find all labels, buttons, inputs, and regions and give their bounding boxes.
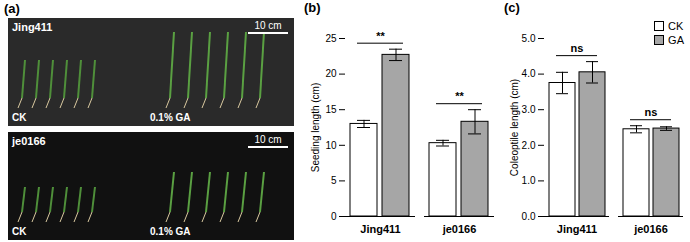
svg-text:0.1% GA: 0.1% GA [150, 112, 191, 123]
svg-text:5: 5 [331, 175, 337, 186]
svg-text:Jing411: Jing411 [557, 223, 597, 235]
svg-text:Coleoptile length (cm): Coleoptile length (cm) [509, 79, 520, 176]
svg-text:0.1% GA: 0.1% GA [150, 226, 191, 237]
svg-text:je0166: je0166 [442, 223, 477, 235]
svg-text:**: ** [455, 90, 464, 102]
svg-text:10 cm: 10 cm [254, 20, 281, 31]
svg-text:15: 15 [325, 104, 337, 115]
svg-text:Jing411: Jing411 [360, 223, 400, 235]
svg-text:ns: ns [645, 106, 658, 118]
svg-text:10 cm: 10 cm [254, 134, 281, 145]
svg-text:ns: ns [571, 42, 584, 54]
svg-text:Jing411: Jing411 [12, 21, 52, 33]
svg-text:3.0: 3.0 [522, 104, 536, 115]
svg-text:5.0: 5.0 [522, 33, 536, 44]
html-text:CK: CK [668, 20, 684, 32]
svg-text:CK: CK [12, 112, 27, 123]
svg-text:CK: CK [12, 226, 27, 237]
svg-text:20: 20 [325, 68, 337, 79]
svg-text:0: 0 [331, 211, 337, 222]
svg-text:10: 10 [325, 140, 337, 151]
svg-text:**: ** [376, 30, 385, 42]
html-text:(b): (b) [304, 0, 321, 15]
svg-text:2.0: 2.0 [522, 140, 536, 151]
html-text:(c): (c) [504, 0, 520, 15]
svg-text:(a): (a) [4, 1, 20, 16]
svg-text:je0166: je0166 [11, 135, 46, 147]
svg-text:Seeding length (cm): Seeding length (cm) [310, 83, 321, 173]
svg-text:1.0: 1.0 [522, 175, 536, 186]
html-text:GA: GA [668, 34, 684, 46]
svg-text:je0166: je0166 [633, 223, 668, 235]
svg-text:4.0: 4.0 [522, 68, 536, 79]
svg-text:0.0: 0.0 [522, 211, 536, 222]
svg-text:25: 25 [325, 33, 337, 44]
